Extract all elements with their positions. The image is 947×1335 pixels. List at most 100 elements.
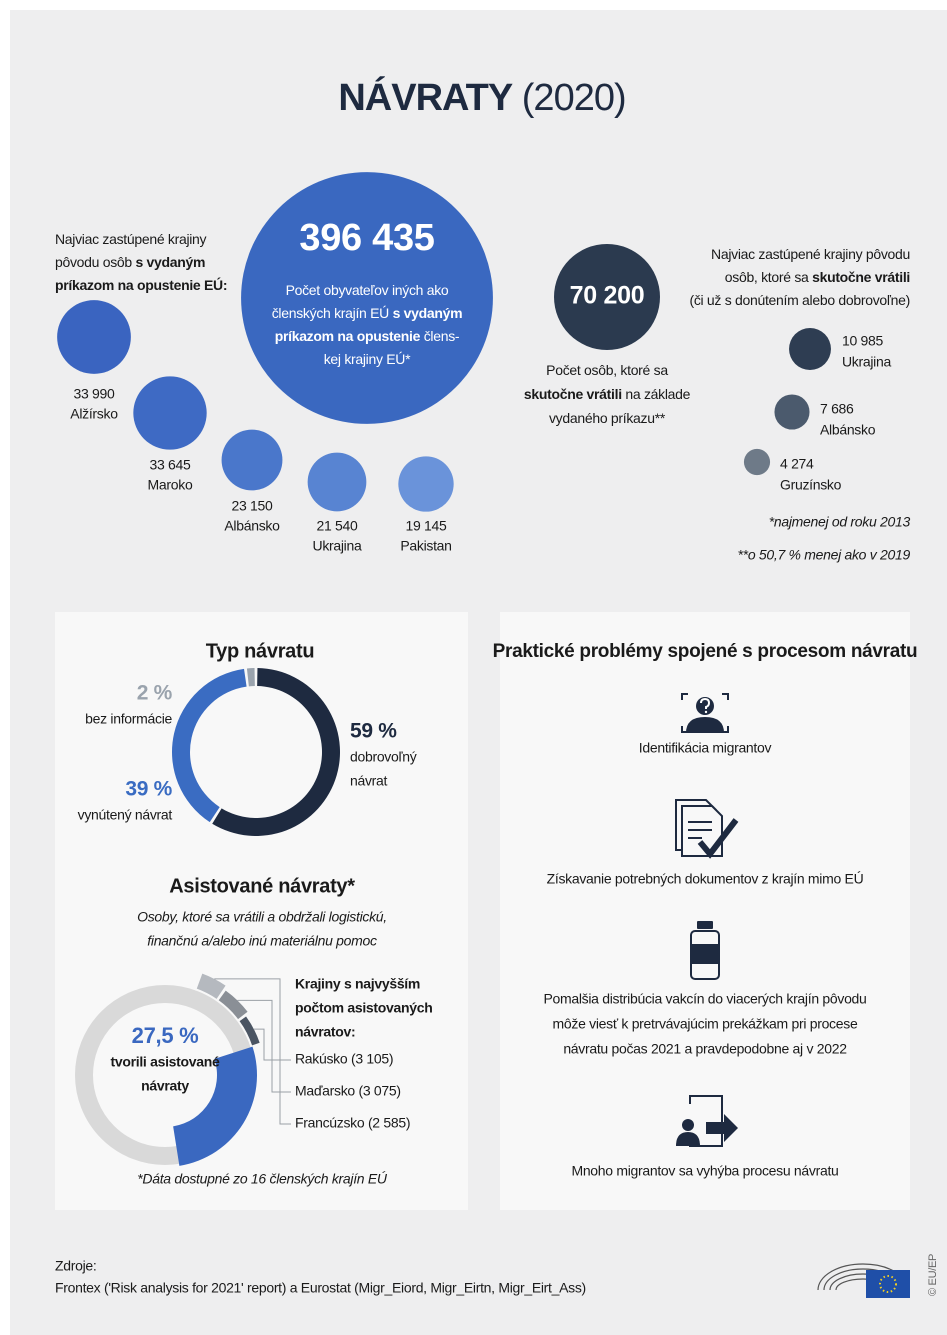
country-value: 33 990 [73,386,115,402]
leader-line [237,999,291,1093]
returns-bubble [554,244,660,350]
country-label: Rakúsko (3 105) [295,1051,393,1067]
left-panel [55,612,468,1210]
text-segment: členských krajín EÚ [272,305,393,321]
orders-description: Počet obyvateľov iných ako [286,282,449,298]
icon-head [682,1119,694,1131]
text-segment: skutočne vrátili [812,269,910,285]
orders-description: kej krajiny EÚ* [324,351,411,367]
orders-description: členských krajín EÚ s vydaným [272,305,463,321]
countries-title: počtom asistovaných [295,1000,432,1016]
icon-avoid [676,1095,738,1147]
segment-name: dobrovoľný [350,749,417,765]
orders-total: 396 435 [299,217,434,259]
text-segment: Počet osôb, ktoré sa [546,362,668,378]
share-value: 27,5 % [132,1023,199,1048]
country-bubble [789,328,831,370]
text-segment: Najviac zastúpené krajiny pôvodu [711,246,910,262]
note: *Dáta dostupné zo 16 členských krajín EÚ [137,1171,388,1187]
panel-title: Praktické problémy spojené s procesom ná… [493,641,918,662]
country-bubble [133,376,207,450]
text-segment: kej krajiny EÚ* [324,351,411,367]
text-segment: príkazom na opustenie [275,328,421,344]
countries-title: návratov: [295,1024,355,1040]
country-bubble [221,429,283,491]
orders-intro: Najviac zastúpené krajiny [55,231,207,247]
orders-intro: príkazom na opustenie EÚ: [55,276,227,293]
sources-label: Zdroje: [55,1258,96,1274]
segment-name: bez informácie [85,711,172,727]
country-name: Maroko [148,477,193,493]
text-segment: Najviac zastúpené krajiny [55,231,207,247]
countries-title: Krajiny s najvyšším [295,976,420,992]
country-value: 4 274 [780,456,814,472]
sources-text: Frontex ('Risk analysis for 2021' report… [55,1280,586,1296]
panel-title: Typ návratu [206,640,315,662]
icon-identification [681,693,729,733]
problem-text: návratu počas 2021 a pravdepodobne aj v … [563,1041,847,1057]
icon-body [676,1132,700,1146]
credit: © EU/EP [927,1254,939,1296]
icon-vaccine [690,921,720,980]
section-subtitle: Osoby, ktoré sa vrátili a obdržali logis… [137,909,387,925]
segment-name: návrat [350,773,388,789]
icon-question [700,697,711,709]
share-text: návraty [141,1078,189,1094]
country-bubble [743,448,771,476]
icon-doc-lines [688,821,712,839]
note: **o 50,7 % menej ako v 2019 [738,547,911,563]
text-segment: (či už s donútením alebo dobrovoľne) [689,292,910,308]
text-segment: príkazom na opustenie EÚ: [55,276,227,293]
country-label: Maďarsko (3 075) [295,1083,401,1099]
segment-value: 39 % [125,778,172,801]
text-segment: skutočne vrátili [524,386,622,402]
logo-stars [879,1275,897,1293]
country-value: 19 145 [405,518,447,534]
leader-line [214,978,291,1125]
text-segment: vydaného príkazu** [549,410,666,426]
donut-segment [172,668,247,823]
share-text: tvorili asistované [111,1054,220,1070]
text-segment: člens- [420,328,460,344]
country-name: Alžírsko [70,406,118,422]
returns-description: skutočne vrátili na základe [524,386,691,402]
problem-text: Pomalšia distribúcia vakcín do viacerých… [543,991,866,1007]
note: *najmenej od roku 2013 [769,514,911,530]
orders-intro: pôvodu osôb s vydaným [55,254,205,270]
section-title: Asistované návraty* [169,875,355,897]
problem-text: môže viesť k pretrvávajúcim prekážkam pr… [553,1016,858,1032]
leader-line [253,1028,291,1061]
text-segment: pôvodu osôb [55,254,135,270]
country-bubble [57,300,131,374]
country-bubble [307,452,367,512]
title-space [512,77,522,119]
segment-value: 59 % [350,720,397,743]
country-segment [239,1016,260,1046]
icon-question-dot [704,710,708,714]
title-main: NÁVRATY [338,75,513,119]
problem-text: Identifikácia migrantov [639,740,772,756]
orders-bubble [241,172,493,424]
country-name: Albánsko [224,518,280,534]
country-value: 33 645 [149,457,191,473]
segment-name: vynútený návrat [78,807,173,823]
country-name: Ukrajina [842,354,891,370]
text-segment: na základe [622,386,691,402]
country-value: 23 150 [231,498,273,514]
country-segment [196,973,226,999]
country-name: Ukrajina [313,538,362,554]
icon-body [686,717,724,733]
returns-intro: Najviac zastúpené krajiny pôvodu [711,246,910,262]
returns-description: vydaného príkazu** [549,410,666,426]
logo-arcs [817,1263,909,1291]
icon-frame [681,693,729,733]
returns-intro: osôb, ktoré sa skutočne vrátili [725,269,910,285]
problem-text: Získavanie potrebných dokumentov z krají… [547,871,864,887]
text-segment: s vydaným [135,254,205,270]
country-value: 10 985 [842,333,884,349]
country-name: Gruzínsko [780,477,842,493]
returns-intro: (či už s donútením alebo dobrovoľne) [689,292,910,308]
logo-flag [866,1270,910,1298]
